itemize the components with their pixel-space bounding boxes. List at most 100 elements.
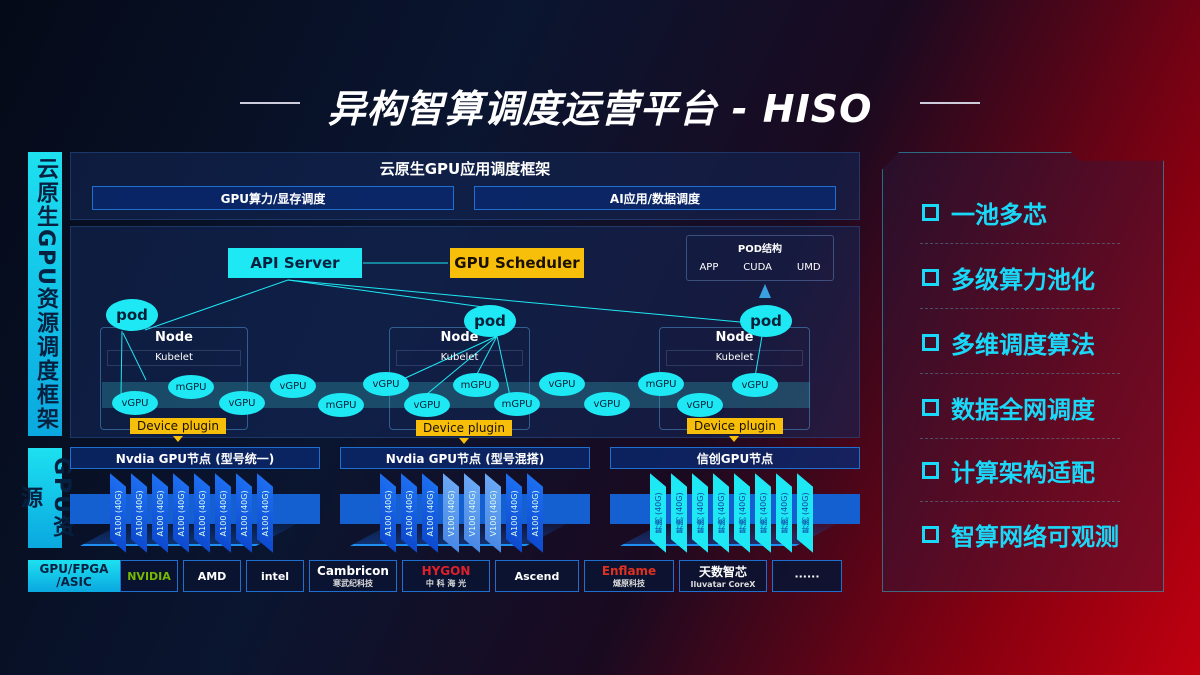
vgpu-ellipse: vGPU xyxy=(363,372,409,396)
gpu-chip: A100 (40G) xyxy=(215,473,231,553)
feature-label: 多级算力池化 xyxy=(951,266,1095,294)
gpu-chip: A100 (40G) xyxy=(422,473,438,553)
api-pod1-link xyxy=(144,279,289,331)
checkbox-icon xyxy=(922,204,939,221)
feature-divider xyxy=(920,243,1120,244)
vendor-subname: 寒武纪科技 xyxy=(333,578,373,588)
gpu-chip-label: V100 (40G) xyxy=(488,490,498,536)
vgpu-ellipse: vGPU xyxy=(219,391,265,415)
vendor-name: Cambricon xyxy=(317,563,389,578)
gpu-chip-label: 昇腾 (40G) xyxy=(737,492,747,534)
mgpu-ellipse: mGPU xyxy=(453,373,499,397)
vendor-logo: NVIDIA xyxy=(120,560,178,592)
api-pod3-link xyxy=(287,279,741,323)
vendor-subname: 中 科 海 光 xyxy=(425,578,467,588)
label-hardware: GPU/FPGA /ASIC xyxy=(28,560,120,592)
bar-gpu-compute: GPU算力/显存调度 xyxy=(92,186,454,210)
gpu-chip-label: A100 (40G) xyxy=(197,490,207,536)
pod-structure-umd: UMD xyxy=(796,262,821,273)
vendor-name: ······ xyxy=(794,569,820,583)
title-decoration-left xyxy=(240,102,300,104)
node-label: Node xyxy=(715,330,754,345)
feature-item: 计算架构适配 xyxy=(922,453,1095,488)
vgpu-ellipse: vGPU xyxy=(112,391,158,415)
gpu-chip: A100 (40G) xyxy=(152,473,168,553)
gpu-chip-label: A100 (40G) xyxy=(383,490,393,536)
mgpu-ellipse: mGPU xyxy=(168,375,214,399)
gpu-chip: V100 (40G) xyxy=(485,473,501,553)
gpu-chip: V100 (40G) xyxy=(443,473,459,553)
feature-divider xyxy=(920,501,1120,502)
vendor-name: Ascend xyxy=(514,569,560,583)
label-framework: 云原生GPU资源调度框架 xyxy=(28,152,62,436)
gpu-chip: A100 (40G) xyxy=(527,473,543,553)
gpu-chip: A100 (40G) xyxy=(194,473,210,553)
gpu-chip: A100 (40G) xyxy=(506,473,522,553)
feature-item: 多级算力池化 xyxy=(922,260,1095,295)
gpu-node-title: Nvdia GPU节点 (型号混搭) xyxy=(340,447,590,469)
gpu-chip: 昇腾 (40G) xyxy=(650,473,666,553)
kubelet-label: Kubelet xyxy=(396,350,523,366)
vgpu-ellipse: vGPU xyxy=(584,392,630,416)
pod-structure-title: POD结构 xyxy=(737,244,783,255)
gpu-chip-label: A100 (40G) xyxy=(509,490,519,536)
gpu-chip-label: V100 (40G) xyxy=(446,490,456,536)
page-title: 异构智算调度运营平台 - HISO xyxy=(327,87,873,131)
pod-structure-box: POD结构 APP CUDA UMD xyxy=(686,235,834,281)
scheduler-panel xyxy=(70,226,860,438)
gpu-chip: 昇腾 (40G) xyxy=(776,473,792,553)
vendor-subname: Iluvatar CoreX xyxy=(690,580,756,589)
checkbox-icon xyxy=(922,526,939,543)
gpu-chip: 昇腾 (40G) xyxy=(713,473,729,553)
gpu-chip: A100 (40G) xyxy=(236,473,252,553)
gpu-chip: 昇腾 (40G) xyxy=(671,473,687,553)
vendor-name: NVIDIA xyxy=(127,569,171,583)
device-plugin-label: Device plugin xyxy=(416,420,512,436)
device-plugin-label: Device plugin xyxy=(130,418,226,434)
feature-label: 数据全网调度 xyxy=(951,396,1095,424)
vendor-name: 天数智芯 xyxy=(698,565,747,579)
gpu-chip: 昇腾 (40G) xyxy=(755,473,771,553)
gpu-node-title: 信创GPU节点 xyxy=(610,447,860,469)
node-label: Node xyxy=(155,330,193,345)
gpu-chip: A100 (40G) xyxy=(110,473,126,553)
vgpu-ellipse: vGPU xyxy=(404,393,450,417)
vendor-subname: 燧原科技 xyxy=(613,578,645,588)
title-decoration-right xyxy=(920,102,980,104)
gpu-chip-label: 昇腾 (40G) xyxy=(758,492,768,534)
gpu-node-title: Nvdia GPU节点 (型号统一) xyxy=(70,447,320,469)
feature-label: 计算架构适配 xyxy=(951,459,1095,487)
pod-ellipse: pod xyxy=(740,305,792,337)
gpu-chip-label: A100 (40G) xyxy=(239,490,249,536)
feature-divider xyxy=(920,373,1120,374)
gpu-chip-label: 昇腾 (40G) xyxy=(800,492,810,534)
vendor-name: Enflame xyxy=(601,563,657,578)
api-pod2-link xyxy=(287,279,491,309)
gpu-chip-label: 昇腾 (40G) xyxy=(695,492,705,534)
node-box: Node Kubelet xyxy=(659,327,810,430)
gpu-chip: A100 (40G) xyxy=(257,473,273,553)
gpu-chip-label: A100 (40G) xyxy=(404,490,414,536)
vendor-logo: ······ xyxy=(772,560,842,592)
api-server-box: API Server xyxy=(228,248,362,278)
device-plugin-label: Device plugin xyxy=(687,418,783,434)
vendor-logo: AMD xyxy=(183,560,241,592)
vendor-name: intel xyxy=(260,569,290,583)
down-arrow-icon xyxy=(459,438,469,444)
gpu-chip-label: A100 (40G) xyxy=(155,490,165,536)
checkbox-icon xyxy=(922,399,939,416)
checkbox-icon xyxy=(922,334,939,351)
gpu-chip-label: A100 (40G) xyxy=(218,490,228,536)
gpu-chip-label: A100 (40G) xyxy=(425,490,435,536)
gpu-chip-label: V100 (40G) xyxy=(467,490,477,536)
gpu-chip-label: 昇腾 (40G) xyxy=(653,492,663,534)
checkbox-icon xyxy=(922,269,939,286)
vendor-logo: intel xyxy=(246,560,304,592)
feature-label: 一池多芯 xyxy=(951,201,1047,229)
vgpu-ellipse: vGPU xyxy=(677,393,723,417)
gpu-chip-label: A100 (40G) xyxy=(260,490,270,536)
pod-structure-app: APP xyxy=(699,262,719,273)
kubelet-label: Kubelet xyxy=(666,350,803,366)
gpu-chip-label: A100 (40G) xyxy=(113,490,123,536)
